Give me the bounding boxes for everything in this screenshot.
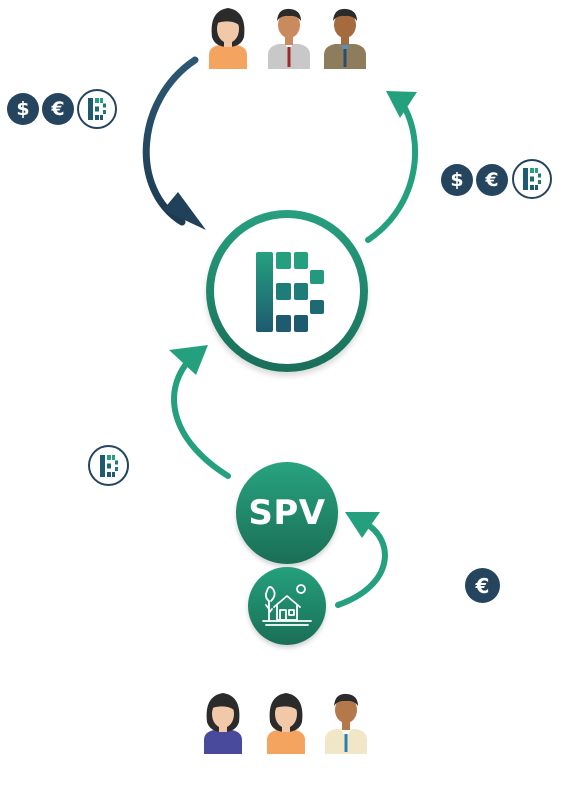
top-investor-man-grey-icon: [264, 3, 314, 69]
arrow-investors-to-hub: [142, 56, 206, 230]
top-investor-woman-icon: [203, 3, 253, 69]
house-icon: [262, 584, 312, 626]
b-token-coin-icon: [512, 159, 552, 199]
b-token-coin-icon: [77, 89, 117, 129]
spv-label: SPV: [248, 493, 326, 533]
spv-node: SPV: [236, 462, 338, 564]
bottom-investor-woman-orange-icon: [261, 688, 311, 754]
dollar-symbol: $: [16, 98, 30, 120]
euro-symbol: €: [51, 98, 65, 120]
euro-coin-icon: €: [42, 93, 74, 125]
dollar-coin-icon: $: [7, 93, 39, 125]
arrow-spv-to-hub: [169, 345, 231, 479]
dollar-symbol: $: [450, 169, 464, 191]
top-investor-man-olive-icon: [320, 3, 370, 69]
b-platform-hub: [206, 210, 368, 372]
euro-symbol: €: [485, 169, 499, 191]
b-logo-icon: [256, 252, 324, 332]
dollar-coin-icon: $: [441, 164, 473, 196]
euro-coin-icon: €: [476, 164, 508, 196]
arrow-hub-to-investors: [365, 91, 419, 243]
euro-symbol: €: [475, 573, 490, 598]
arrow-house-to-spv: [335, 512, 388, 608]
bottom-investor-woman-blue-icon: [198, 688, 248, 754]
property-node: [248, 567, 326, 645]
euro-coin-icon: €: [465, 568, 500, 603]
b-token-coin-icon: [88, 445, 129, 486]
bottom-investor-man-cream-icon: [321, 688, 371, 754]
